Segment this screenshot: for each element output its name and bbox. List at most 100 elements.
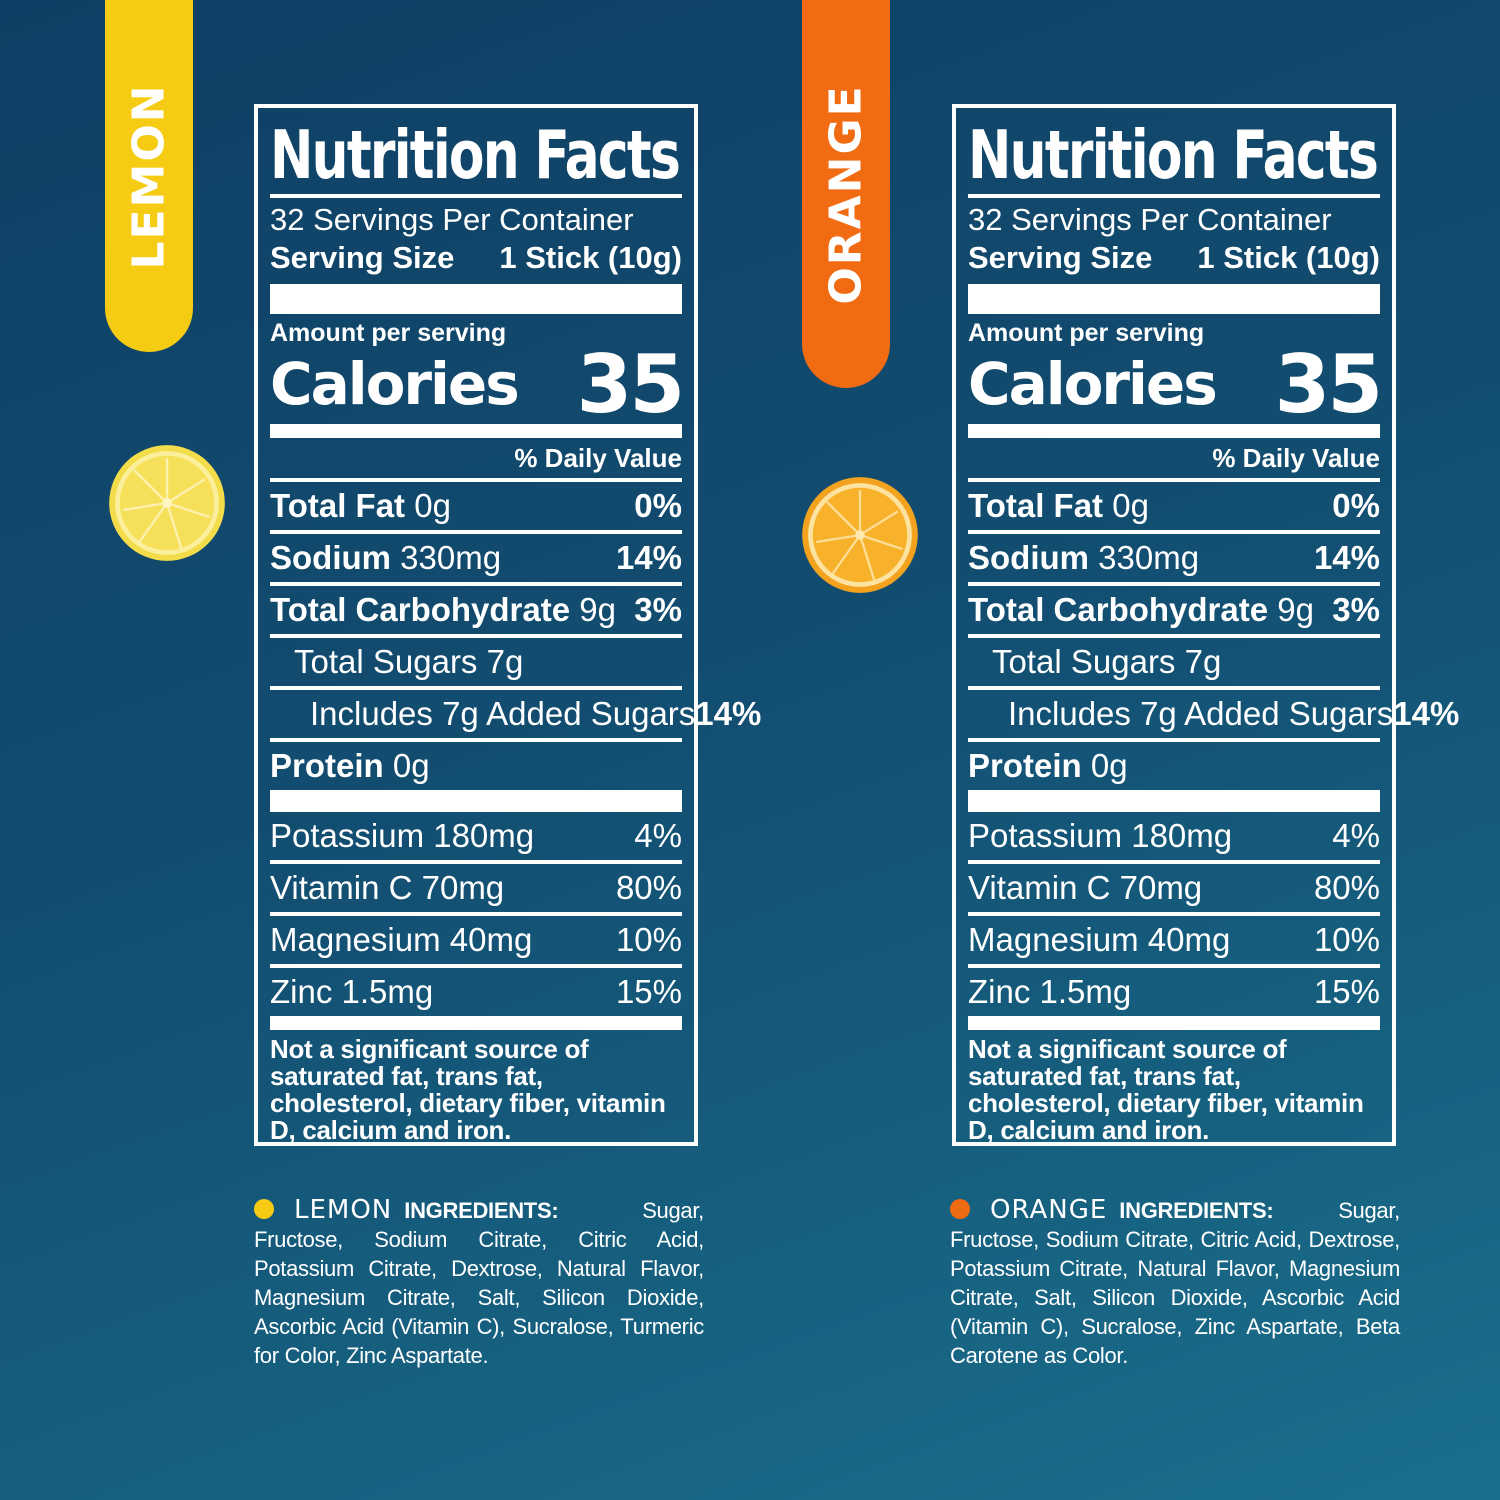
orange-flavor-label: ORANGE	[820, 83, 872, 305]
nutrient-name: Total Carbohydrate	[968, 591, 1269, 628]
vitamin-row-magnesium: Magnesium 40mg 10%	[270, 916, 682, 968]
vitamin-name: Magnesium 40mg	[270, 921, 533, 958]
serving-size-label: Serving Size	[270, 240, 455, 275]
vitamin-dv: 15%	[615, 973, 682, 1010]
nutrient-row-added-sugars: Includes 7g Added Sugars 14%	[270, 690, 761, 742]
nutrient-row-added-sugars: Includes 7g Added Sugars 14%	[968, 690, 1459, 742]
lemon-color-dot-icon	[254, 1199, 274, 1219]
vitamin-row-zinc: Zinc 1.5mg 15%	[270, 968, 682, 1016]
nutrition-facts-title: Nutrition Facts	[968, 116, 1379, 194]
nutrient-name: Sodium	[968, 539, 1089, 576]
orange-color-dot-icon	[950, 1199, 970, 1219]
vitamin-dv: 4%	[1332, 817, 1380, 854]
servings-per-container: 32 Servings Per Container	[968, 202, 1332, 237]
nutrient-name: Protein	[270, 747, 384, 784]
nutrient-row-total-carbohydrate: Total Carbohydrate 9g 3%	[968, 586, 1380, 638]
calories-row: Calories 35	[270, 338, 685, 431]
nutrient-name: Total Carbohydrate	[270, 591, 571, 628]
nutrient-row-protein: Protein 0g	[968, 742, 1380, 790]
nutrient-dv: 14%	[1393, 695, 1460, 732]
footnote: Not a significant source of saturated fa…	[968, 1034, 1364, 1145]
calories-row: Calories 35	[968, 338, 1383, 431]
orange-flavor-tab: ORANGE	[802, 0, 890, 388]
vitamin-name: Vitamin C 70mg	[270, 869, 505, 906]
ingredients-list: Sugar, Fructose, Sodium Citrate, Citric …	[254, 1198, 704, 1368]
vitamin-dv: 4%	[634, 817, 682, 854]
vitamin-name: Zinc 1.5mg	[968, 973, 1132, 1010]
nutrient-name: Includes 7g Added Sugars	[310, 695, 696, 732]
ingredients-heading: INGREDIENTS:	[1119, 1198, 1274, 1223]
vitamin-row-potassium: Potassium 180mg 4%	[968, 812, 1380, 864]
daily-value-header: % Daily Value	[1212, 443, 1380, 473]
vitamin-row-zinc: Zinc 1.5mg 15%	[968, 968, 1380, 1016]
divider	[968, 478, 1380, 482]
ingredients-heading: INGREDIENTS:	[404, 1198, 559, 1223]
nutrient-dv: 3%	[1332, 591, 1380, 628]
footnote: Not a significant source of saturated fa…	[270, 1034, 666, 1145]
vitamin-dv: 10%	[1313, 921, 1380, 958]
divider	[968, 194, 1380, 198]
nutrient-dv: 14%	[615, 539, 682, 576]
nutrient-name: Includes 7g Added Sugars	[1008, 695, 1394, 732]
nutrient-amount: 330mg	[400, 539, 502, 576]
vitamin-row-vitamin-c: Vitamin C 70mg 80%	[968, 864, 1380, 916]
vitamin-row-potassium: Potassium 180mg 4%	[270, 812, 682, 864]
calories-label: Calories	[968, 350, 1218, 418]
nutrient-amount: 9g	[579, 591, 616, 628]
vitamin-row-magnesium: Magnesium 40mg 10%	[968, 916, 1380, 968]
nutrient-dv: 14%	[1313, 539, 1380, 576]
nutrient-amount: 0g	[1112, 487, 1149, 524]
nutrient-name: Total Fat	[968, 487, 1104, 524]
divider-thick	[270, 284, 682, 314]
nutrient-amount: 0g	[392, 747, 430, 784]
amount-per-serving: Amount per serving	[968, 319, 1205, 347]
calories-label: Calories	[270, 350, 520, 418]
divider-thick	[270, 790, 682, 812]
nutrient-row-sodium: Sodium 330mg 14%	[968, 534, 1380, 586]
lemon-ingredients: LEMON INGREDIENTS: Sugar, Fructose, Sodiu…	[254, 1196, 704, 1370]
nutrient-row-total-sugars: Total Sugars 7g	[968, 638, 1380, 690]
orange-ingredients: ORANGE INGREDIENTS: Sugar, Fructose, Sodi…	[950, 1196, 1400, 1370]
calories-value: 35	[576, 337, 685, 431]
nutrient-amount: 0g	[1090, 747, 1128, 784]
nutrient-row-sodium: Sodium 330mg 14%	[270, 534, 682, 586]
ingredients-flavor: ORANGE	[990, 1195, 1108, 1225]
divider	[270, 478, 682, 482]
nutrient-name: Protein	[968, 747, 1082, 784]
nutrient-dv: 3%	[634, 591, 682, 628]
divider-thick	[968, 284, 1380, 314]
lemon-flavor-tab: LEMON	[105, 0, 193, 352]
serving-size-row: Serving Size 1 Stick (10g)	[270, 238, 682, 284]
nutrient-name: Total Sugars 7g	[294, 643, 524, 680]
vitamin-name: Vitamin C 70mg	[968, 869, 1203, 906]
divider-medium	[968, 1016, 1380, 1030]
ingredients-flavor: LEMON	[294, 1195, 393, 1225]
divider	[270, 194, 682, 198]
amount-per-serving: Amount per serving	[270, 319, 507, 347]
divider-thick	[968, 790, 1380, 812]
nutrient-dv: 14%	[695, 695, 762, 732]
lemon-flavor-label: LEMON	[123, 82, 175, 270]
serving-size-label: Serving Size	[968, 240, 1153, 275]
nutrient-row-total-carbohydrate: Total Carbohydrate 9g 3%	[270, 586, 682, 638]
orange-nutrition-facts-panel: Nutrition Facts 32 Servings Per Containe…	[952, 104, 1459, 1146]
vitamin-dv: 15%	[1313, 973, 1380, 1010]
nutrient-row-total-fat: Total Fat 0g 0%	[270, 482, 682, 534]
divider-medium	[270, 424, 682, 438]
vitamin-row-vitamin-c: Vitamin C 70mg 80%	[270, 864, 682, 916]
nutrient-name: Total Fat	[270, 487, 406, 524]
vitamin-name: Magnesium 40mg	[968, 921, 1231, 958]
nutrient-row-total-fat: Total Fat 0g 0%	[968, 482, 1380, 534]
nutrient-amount: 9g	[1277, 591, 1314, 628]
lemon-slice-icon	[108, 444, 226, 562]
servings-per-container: 32 Servings Per Container	[270, 202, 634, 237]
divider-medium	[968, 424, 1380, 438]
vitamin-dv: 80%	[615, 869, 682, 906]
vitamin-name: Zinc 1.5mg	[270, 973, 434, 1010]
vitamin-dv: 10%	[615, 921, 682, 958]
serving-size-value: 1 Stick (10g)	[499, 240, 682, 275]
divider-medium	[270, 1016, 682, 1030]
nutrient-amount: 330mg	[1098, 539, 1200, 576]
nutrient-dv: 0%	[1332, 487, 1380, 524]
vitamin-dv: 80%	[1313, 869, 1380, 906]
